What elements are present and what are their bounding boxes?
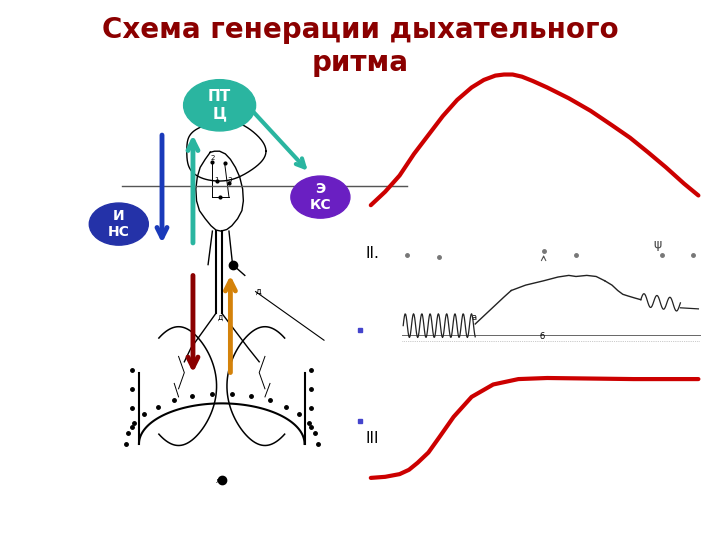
Ellipse shape [184, 79, 256, 131]
Text: 2: 2 [211, 156, 215, 161]
Text: ψ: ψ [654, 238, 662, 252]
Ellipse shape [89, 203, 148, 245]
Text: 3: 3 [228, 177, 232, 183]
Text: ПТ
Ц: ПТ Ц [208, 89, 231, 122]
Text: III: III [366, 431, 379, 446]
Text: Схема генерации дыхательного
ритма: Схема генерации дыхательного ритма [102, 16, 618, 77]
Text: а: а [472, 313, 477, 322]
Text: б: б [540, 332, 545, 341]
Text: л: л [216, 478, 220, 484]
Text: Э
КС: Э КС [310, 182, 331, 212]
Text: И
НС: И НС [108, 209, 130, 239]
Text: д: д [217, 313, 222, 322]
Text: д: д [256, 287, 261, 296]
Text: 1: 1 [215, 177, 219, 183]
Text: II.: II. [366, 246, 379, 261]
Ellipse shape [291, 176, 350, 218]
